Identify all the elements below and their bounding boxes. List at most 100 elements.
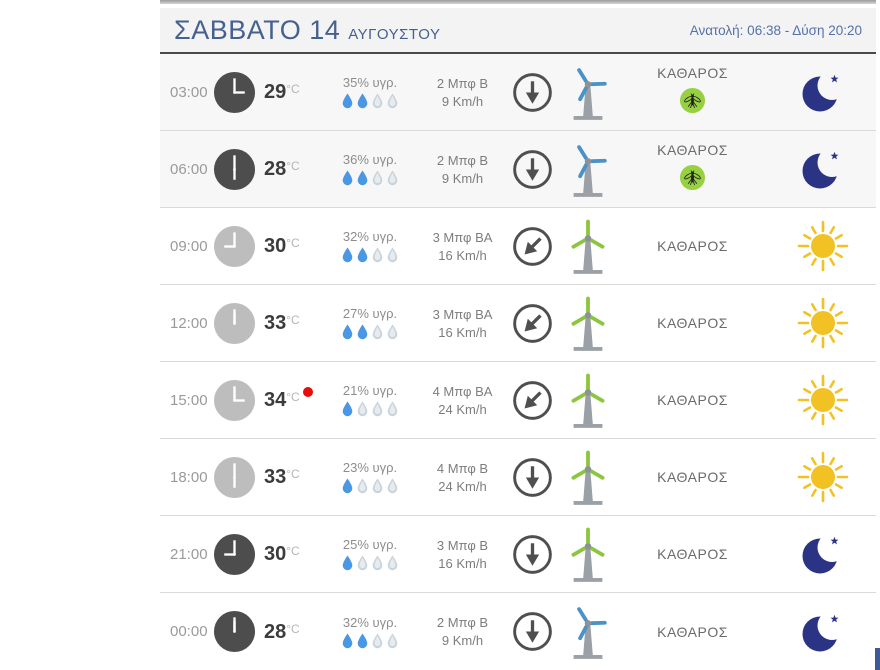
wind-speed-label: 16 Km/h (438, 247, 487, 263)
wind-beaufort-label: 3 Μπφ ΒΑ (432, 306, 493, 322)
wind-speed-label: 16 Km/h (438, 555, 487, 571)
wind-beaufort-label: 2 Μπφ Β (436, 615, 489, 630)
day-title: ΣΑΒΒΑΤΟ 14 ΑΥΓΟΥΣΤΟΥ (174, 15, 440, 46)
time-label: 21:00 (170, 545, 208, 563)
condition-cell: ΚΑΘΑΡΟΣ (615, 315, 770, 331)
humidity-drops-icon (341, 478, 399, 494)
temperature-value: 30 (264, 235, 287, 257)
condition-cell: ΚΑΘΑΡΟΣ (615, 238, 770, 254)
humidity-cell: 32% υγρ. (320, 229, 420, 263)
clock-icon (213, 610, 256, 653)
forecast-row: 03:00 29 °C 35% υγρ. 2 Μπφ Β 9 Km/h (160, 54, 876, 131)
wind-cell: 2 Μπφ Β 9 Km/h (420, 76, 505, 109)
time-label: 03:00 (170, 83, 208, 101)
sky-icon (770, 297, 876, 349)
humidity-cell: 27% υγρ. (320, 306, 420, 340)
wind-beaufort-label: 4 Μπφ Β (436, 460, 489, 476)
condition-label: ΚΑΘΑΡΟΣ (657, 142, 728, 158)
sky-icon (770, 220, 876, 272)
temperature-value: 28 (264, 158, 287, 180)
scrollbar-accent[interactable] (875, 648, 880, 670)
wind-cell: 2 Μπφ Β 9 Km/h (420, 615, 505, 648)
clock-icon (213, 148, 256, 191)
humidity-drops-icon (341, 401, 399, 417)
temperature-value: 30 (264, 543, 287, 565)
temperature-cell: 30 °C (250, 544, 320, 564)
clock-icon (213, 379, 256, 422)
temperature-cell: 33 °C (250, 467, 320, 487)
time-label: 15:00 (170, 391, 208, 409)
temperature-cell: 34 °C (250, 387, 320, 411)
time-label: 09:00 (170, 237, 208, 255)
time-cell: 09:00 (160, 225, 255, 268)
humidity-label: 36% υγρ. (342, 152, 398, 167)
sunrise-sunset-label: Ανατολή: 06:38 - Δύση 20:20 (689, 22, 862, 38)
wind-beaufort-label: 3 Μπφ Β (436, 537, 489, 553)
wind-turbine-icon (560, 372, 615, 429)
time-label: 00:00 (170, 623, 208, 640)
temperature-value: 33 (264, 312, 287, 334)
wind-direction-icon (505, 303, 560, 344)
wind-turbine-icon (560, 603, 615, 660)
time-cell: 15:00 (160, 379, 255, 422)
forecast-row: 00:00 28 °C 32% υγρ. 2 Μπφ Β 9 Km/h (160, 593, 876, 670)
time-label: 06:00 (170, 160, 208, 178)
temperature-unit: °C (286, 467, 300, 481)
temperature-unit: °C (286, 159, 300, 173)
humidity-drops-icon (341, 324, 399, 340)
condition-label: ΚΑΘΑΡΟΣ (657, 623, 728, 640)
wind-turbine-icon (560, 526, 615, 583)
temperature-unit: °C (286, 236, 300, 250)
time-label: 12:00 (170, 314, 208, 332)
temperature-value: 28 (264, 620, 287, 643)
wind-cell: 3 Μπφ ΒΑ 16 Km/h (420, 307, 505, 340)
forecast-row: 15:00 34 °C 21% υγρ. 4 Μπφ ΒΑ 24 Km/h (160, 362, 876, 439)
forecast-row: 06:00 28 °C 36% υγρ. 2 Μπφ Β 9 Km/h (160, 131, 876, 208)
sky-icon (770, 143, 876, 195)
temperature-value: 33 (264, 466, 287, 488)
temperature-unit: °C (286, 313, 300, 327)
humidity-cell: 21% υγρ. (320, 383, 420, 417)
forecast-rows: 03:00 29 °C 35% υγρ. 2 Μπφ Β 9 Km/h (160, 54, 876, 670)
condition-label: ΚΑΘΑΡΟΣ (657, 65, 728, 81)
temperature-unit: °C (286, 544, 300, 558)
humidity-cell: 36% υγρ. (320, 152, 420, 186)
wind-turbine-icon (560, 218, 615, 275)
day-header: ΣΑΒΒΑΤΟ 14 ΑΥΓΟΥΣΤΟΥ Ανατολή: 06:38 - Δύ… (160, 8, 876, 54)
time-cell: 06:00 (160, 148, 255, 191)
wind-speed-label: 9 Km/h (441, 93, 484, 109)
clock-icon (213, 225, 256, 268)
sky-icon (770, 66, 876, 118)
temperature-value: 29 (264, 81, 287, 103)
condition-cell: ΚΑΘΑΡΟΣ (615, 392, 770, 408)
time-cell: 18:00 (160, 456, 255, 499)
humidity-label: 32% υγρ. (342, 614, 398, 630)
temperature-unit: °C (286, 82, 300, 96)
wind-speed-label: 24 Km/h (438, 401, 487, 417)
time-cell: 21:00 (160, 533, 255, 576)
wind-beaufort-label: 3 Μπφ ΒΑ (432, 229, 493, 245)
humidity-cell: 23% υγρ. (320, 460, 420, 494)
wind-cell: 2 Μπφ Β 9 Km/h (420, 153, 505, 186)
wind-cell: 3 Μπφ Β 16 Km/h (420, 538, 505, 571)
mosquito-icon (679, 164, 706, 196)
temperature-cell: 28 °C (250, 622, 320, 642)
condition-label: ΚΑΘΑΡΟΣ (657, 315, 728, 331)
wind-beaufort-label: 2 Μπφ Β (436, 75, 489, 91)
wind-cell: 4 Μπφ Β 24 Km/h (420, 461, 505, 494)
forecast-row: 09:00 30 °C 32% υγρ. 3 Μπφ ΒΑ 16 Km/h (160, 208, 876, 285)
condition-cell: ΚΑΘΑΡΟΣ (615, 624, 770, 640)
wind-direction-icon (505, 457, 560, 498)
humidity-drops-icon (341, 555, 399, 571)
sky-icon (770, 451, 876, 503)
humidity-cell: 25% υγρ. (320, 537, 420, 571)
temperature-cell: 33 °C (250, 313, 320, 333)
day-title-date: ΣΑΒΒΑΤΟ 14 (174, 14, 341, 45)
forecast-panel: ΣΑΒΒΑΤΟ 14 ΑΥΓΟΥΣΤΟΥ Ανατολή: 06:38 - Δύ… (160, 8, 876, 670)
temperature-value: 34 (264, 389, 287, 411)
humidity-label: 25% υγρ. (342, 537, 398, 552)
temperature-cell: 29 °C (250, 82, 320, 102)
humidity-drops-icon (341, 247, 399, 263)
wind-beaufort-label: 4 Μπφ ΒΑ (432, 383, 493, 399)
humidity-cell: 32% υγρ. (320, 615, 420, 649)
